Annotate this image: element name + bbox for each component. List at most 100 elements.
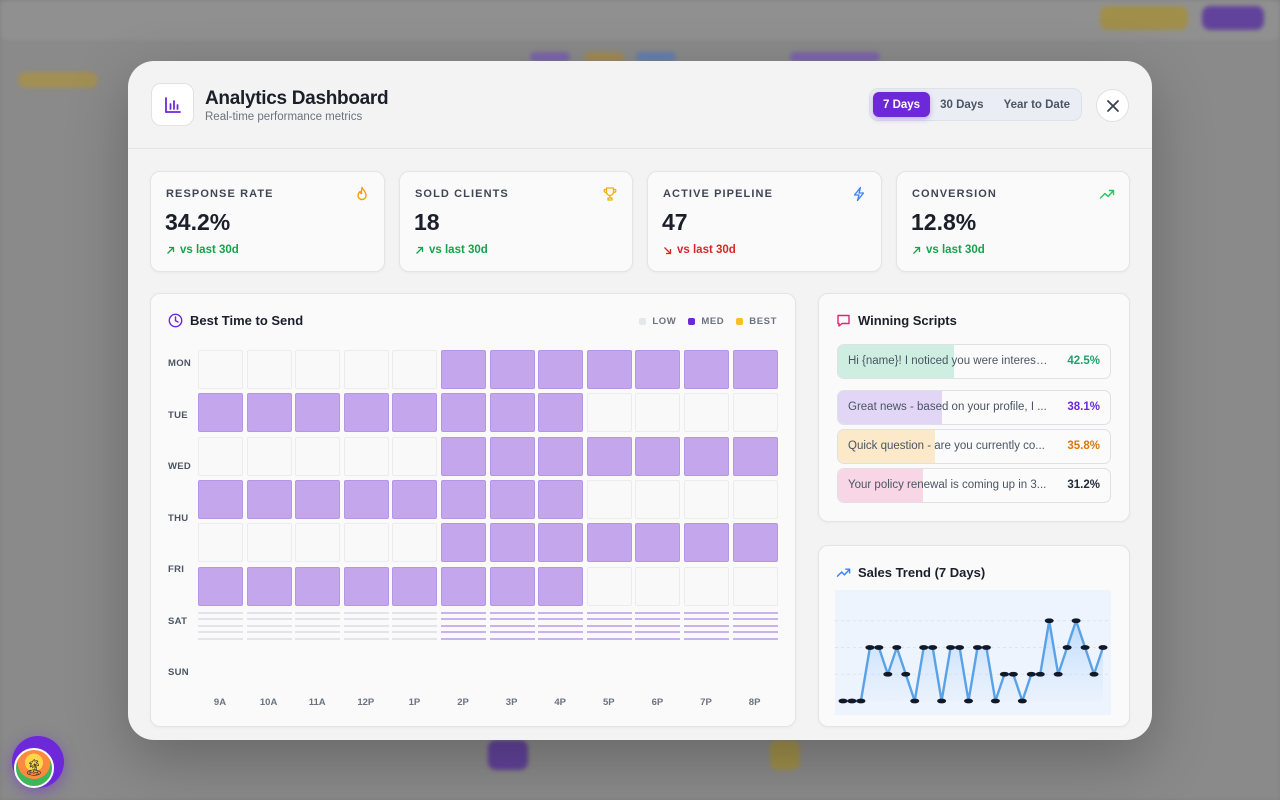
- heatmap-cell[interactable]: [635, 611, 681, 614]
- heatmap-cell[interactable]: [343, 523, 389, 563]
- heatmap-cell[interactable]: [246, 393, 292, 433]
- heatmap-cell[interactable]: [392, 479, 438, 519]
- heatmap-cell[interactable]: [635, 631, 681, 634]
- heatmap-cell[interactable]: [343, 566, 389, 606]
- heatmap-cell[interactable]: [392, 611, 438, 614]
- heatmap-cell[interactable]: [343, 436, 389, 476]
- heatmap-cell[interactable]: [441, 436, 486, 476]
- heatmap-cell[interactable]: [295, 637, 341, 640]
- trend-point[interactable]: [964, 698, 974, 704]
- heatmap-cell[interactable]: [732, 637, 778, 640]
- heatmap-cell[interactable]: [392, 624, 438, 627]
- trend-point[interactable]: [847, 698, 857, 704]
- heatmap-cell[interactable]: [343, 637, 389, 640]
- heatmap-cell[interactable]: [684, 611, 729, 614]
- heatmap-cell[interactable]: [538, 637, 584, 640]
- heatmap-cell[interactable]: [392, 618, 438, 621]
- heatmap-cell[interactable]: [489, 566, 535, 606]
- heatmap-cell[interactable]: [392, 436, 438, 476]
- trend-point[interactable]: [919, 645, 929, 650]
- trend-point[interactable]: [838, 698, 848, 704]
- heatmap-cell[interactable]: [489, 523, 535, 563]
- heatmap-cell[interactable]: [489, 637, 535, 640]
- heatmap-cell[interactable]: [295, 611, 341, 614]
- heatmap-cell[interactable]: [441, 479, 486, 519]
- heatmap-cell[interactable]: [586, 393, 632, 433]
- heatmap-cell[interactable]: [246, 618, 292, 621]
- heatmap-cell[interactable]: [586, 566, 632, 606]
- trend-point[interactable]: [1071, 618, 1081, 624]
- heatmap-cell[interactable]: [295, 523, 341, 563]
- script-item[interactable]: Quick question - are you currently co...…: [837, 429, 1111, 464]
- heatmap-cell[interactable]: [441, 350, 486, 389]
- heatmap-cell[interactable]: [489, 436, 535, 476]
- heatmap-cell[interactable]: [198, 436, 243, 476]
- heatmap-cell[interactable]: [392, 631, 438, 634]
- heatmap-cell[interactable]: [635, 393, 681, 433]
- heatmap-cell[interactable]: [441, 611, 486, 614]
- heatmap-cell[interactable]: [586, 631, 632, 634]
- heatmap-cell[interactable]: [489, 631, 535, 634]
- heatmap-cell[interactable]: [198, 637, 243, 640]
- heatmap-cell[interactable]: [489, 624, 535, 627]
- script-item[interactable]: Great news - based on your profile, I ..…: [837, 390, 1111, 425]
- heatmap-cell[interactable]: [538, 566, 584, 606]
- trend-point[interactable]: [1008, 671, 1018, 677]
- heatmap-cell[interactable]: [198, 479, 243, 519]
- heatmap-cell[interactable]: [295, 436, 341, 476]
- heatmap-cell[interactable]: [441, 393, 486, 433]
- heatmap-cell[interactable]: [246, 436, 292, 476]
- heatmap-cell[interactable]: [441, 618, 486, 621]
- assistant-button[interactable]: 🏝: [12, 736, 64, 788]
- heatmap-cell[interactable]: [635, 436, 681, 476]
- heatmap-cell[interactable]: [489, 393, 535, 433]
- heatmap-cell[interactable]: [732, 436, 778, 476]
- heatmap-cell[interactable]: [684, 479, 729, 519]
- heatmap-cell[interactable]: [538, 611, 584, 614]
- heatmap-cell[interactable]: [586, 618, 632, 621]
- heatmap-cell[interactable]: [732, 393, 778, 433]
- heatmap-cell[interactable]: [392, 523, 438, 563]
- range-7-days-button[interactable]: 7 Days: [873, 92, 931, 117]
- heatmap-cell[interactable]: [198, 393, 243, 433]
- heatmap-cell[interactable]: [538, 523, 584, 563]
- trend-point[interactable]: [937, 698, 947, 704]
- heatmap-cell[interactable]: [246, 350, 292, 389]
- heatmap-cell[interactable]: [489, 611, 535, 614]
- heatmap-cell[interactable]: [295, 618, 341, 621]
- heatmap-cell[interactable]: [198, 611, 243, 614]
- heatmap-cell[interactable]: [732, 611, 778, 614]
- heatmap-cell[interactable]: [732, 618, 778, 621]
- heatmap-cell[interactable]: [684, 523, 729, 563]
- heatmap-cell[interactable]: [295, 631, 341, 634]
- heatmap-cell[interactable]: [343, 479, 389, 519]
- heatmap-cell[interactable]: [489, 618, 535, 621]
- heatmap-cell[interactable]: [635, 618, 681, 621]
- heatmap-cell[interactable]: [684, 393, 729, 433]
- heatmap-cell[interactable]: [246, 479, 292, 519]
- heatmap-cell[interactable]: [441, 523, 486, 563]
- heatmap-cell[interactable]: [732, 566, 778, 606]
- heatmap-cell[interactable]: [246, 523, 292, 563]
- heatmap-cell[interactable]: [489, 479, 535, 519]
- heatmap-cell[interactable]: [684, 436, 729, 476]
- heatmap-cell[interactable]: [684, 631, 729, 634]
- trend-point[interactable]: [1053, 671, 1063, 677]
- heatmap-cell[interactable]: [295, 479, 341, 519]
- heatmap-cell[interactable]: [586, 479, 632, 519]
- heatmap-cell[interactable]: [246, 637, 292, 640]
- heatmap-cell[interactable]: [489, 350, 535, 389]
- heatmap-cell[interactable]: [538, 618, 584, 621]
- heatmap-cell[interactable]: [246, 566, 292, 606]
- heatmap-cell[interactable]: [198, 566, 243, 606]
- trend-point[interactable]: [1044, 618, 1054, 624]
- heatmap-cell[interactable]: [198, 631, 243, 634]
- heatmap-cell[interactable]: [246, 631, 292, 634]
- heatmap-cell[interactable]: [538, 393, 584, 433]
- heatmap-cell[interactable]: [635, 350, 681, 389]
- heatmap-cell[interactable]: [343, 611, 389, 614]
- heatmap-cell[interactable]: [635, 479, 681, 519]
- script-item[interactable]: Your policy renewal is coming up in 3...…: [837, 468, 1111, 503]
- heatmap-cell[interactable]: [684, 624, 729, 627]
- heatmap-cell[interactable]: [441, 566, 486, 606]
